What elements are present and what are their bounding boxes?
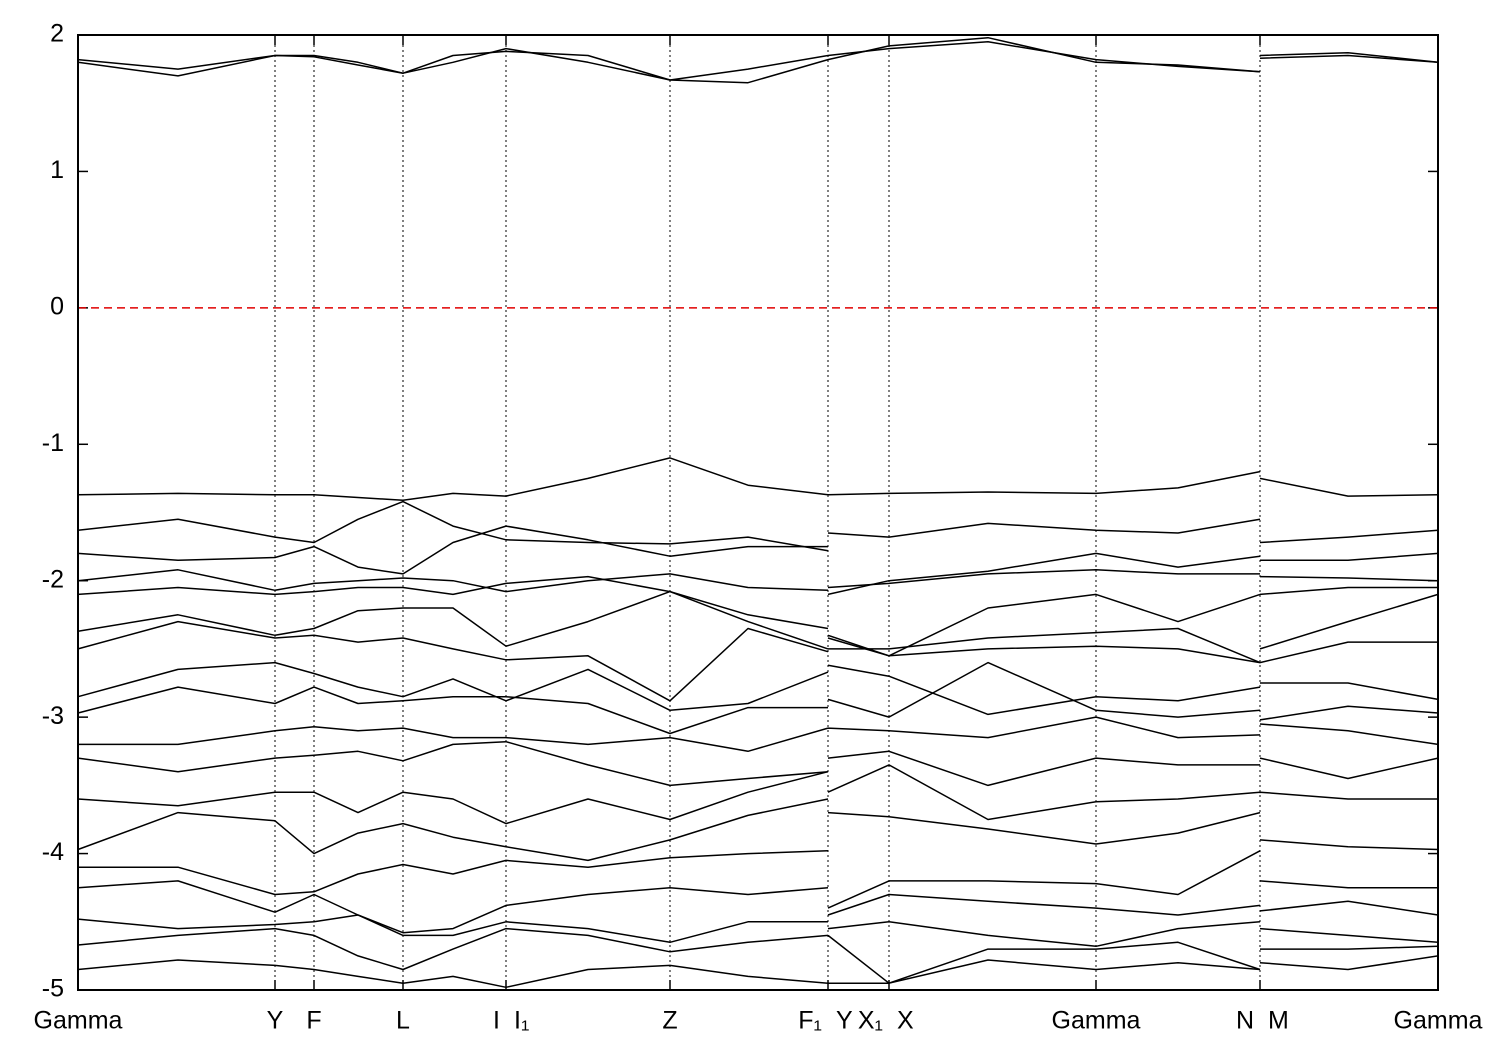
band-line	[77, 36, 1439, 84]
x-tick-label: X₁	[858, 1007, 883, 1035]
band-line	[77, 661, 1439, 735]
y-tick-label: -5	[42, 975, 64, 1003]
band-line	[77, 41, 1439, 81]
x-tick-label: N	[1236, 1007, 1254, 1035]
band-line	[77, 661, 1439, 716]
x-tick-label: Y	[836, 1007, 853, 1035]
band-line	[77, 880, 1439, 934]
x-tick-label: X	[897, 1007, 914, 1035]
y-tick-label: 2	[50, 20, 64, 48]
y-tick-label: 1	[50, 156, 64, 184]
y-tick-label: -2	[42, 565, 64, 593]
band-line	[78, 850, 1438, 909]
band-line	[77, 927, 1439, 984]
x-tick-label: F	[306, 1007, 321, 1035]
x-tick-label: L	[396, 1007, 410, 1035]
x-tick-label: I₁	[514, 1007, 529, 1035]
x-tick-label: Gamma	[1052, 1007, 1141, 1035]
band-line	[77, 798, 1439, 862]
y-tick-label: -3	[42, 702, 64, 730]
y-tick-label: 0	[50, 292, 64, 320]
x-tick-label: M	[1268, 1007, 1289, 1035]
x-tick-label: Gamma	[34, 1007, 123, 1035]
x-tick-label: Y	[267, 1007, 284, 1035]
band-line	[77, 955, 1439, 989]
band-line	[77, 590, 1439, 664]
band-line	[77, 914, 1439, 948]
band-line	[77, 620, 1438, 702]
band-line	[77, 569, 1439, 593]
band-line	[77, 457, 1439, 501]
plot-frame	[77, 34, 1439, 991]
y-tick-label: -1	[42, 429, 64, 457]
x-tick-label: Gamma	[1394, 1007, 1483, 1035]
band-line	[77, 500, 1439, 552]
y-tick-label: -4	[42, 838, 64, 866]
x-tick-label: I	[493, 1007, 500, 1035]
band-line	[77, 764, 1438, 825]
x-tick-label: Z	[662, 1007, 677, 1035]
band-line	[78, 716, 1439, 753]
x-tick-label: F₁	[798, 1007, 822, 1035]
band-line	[77, 740, 1439, 787]
band-line	[77, 525, 1439, 596]
